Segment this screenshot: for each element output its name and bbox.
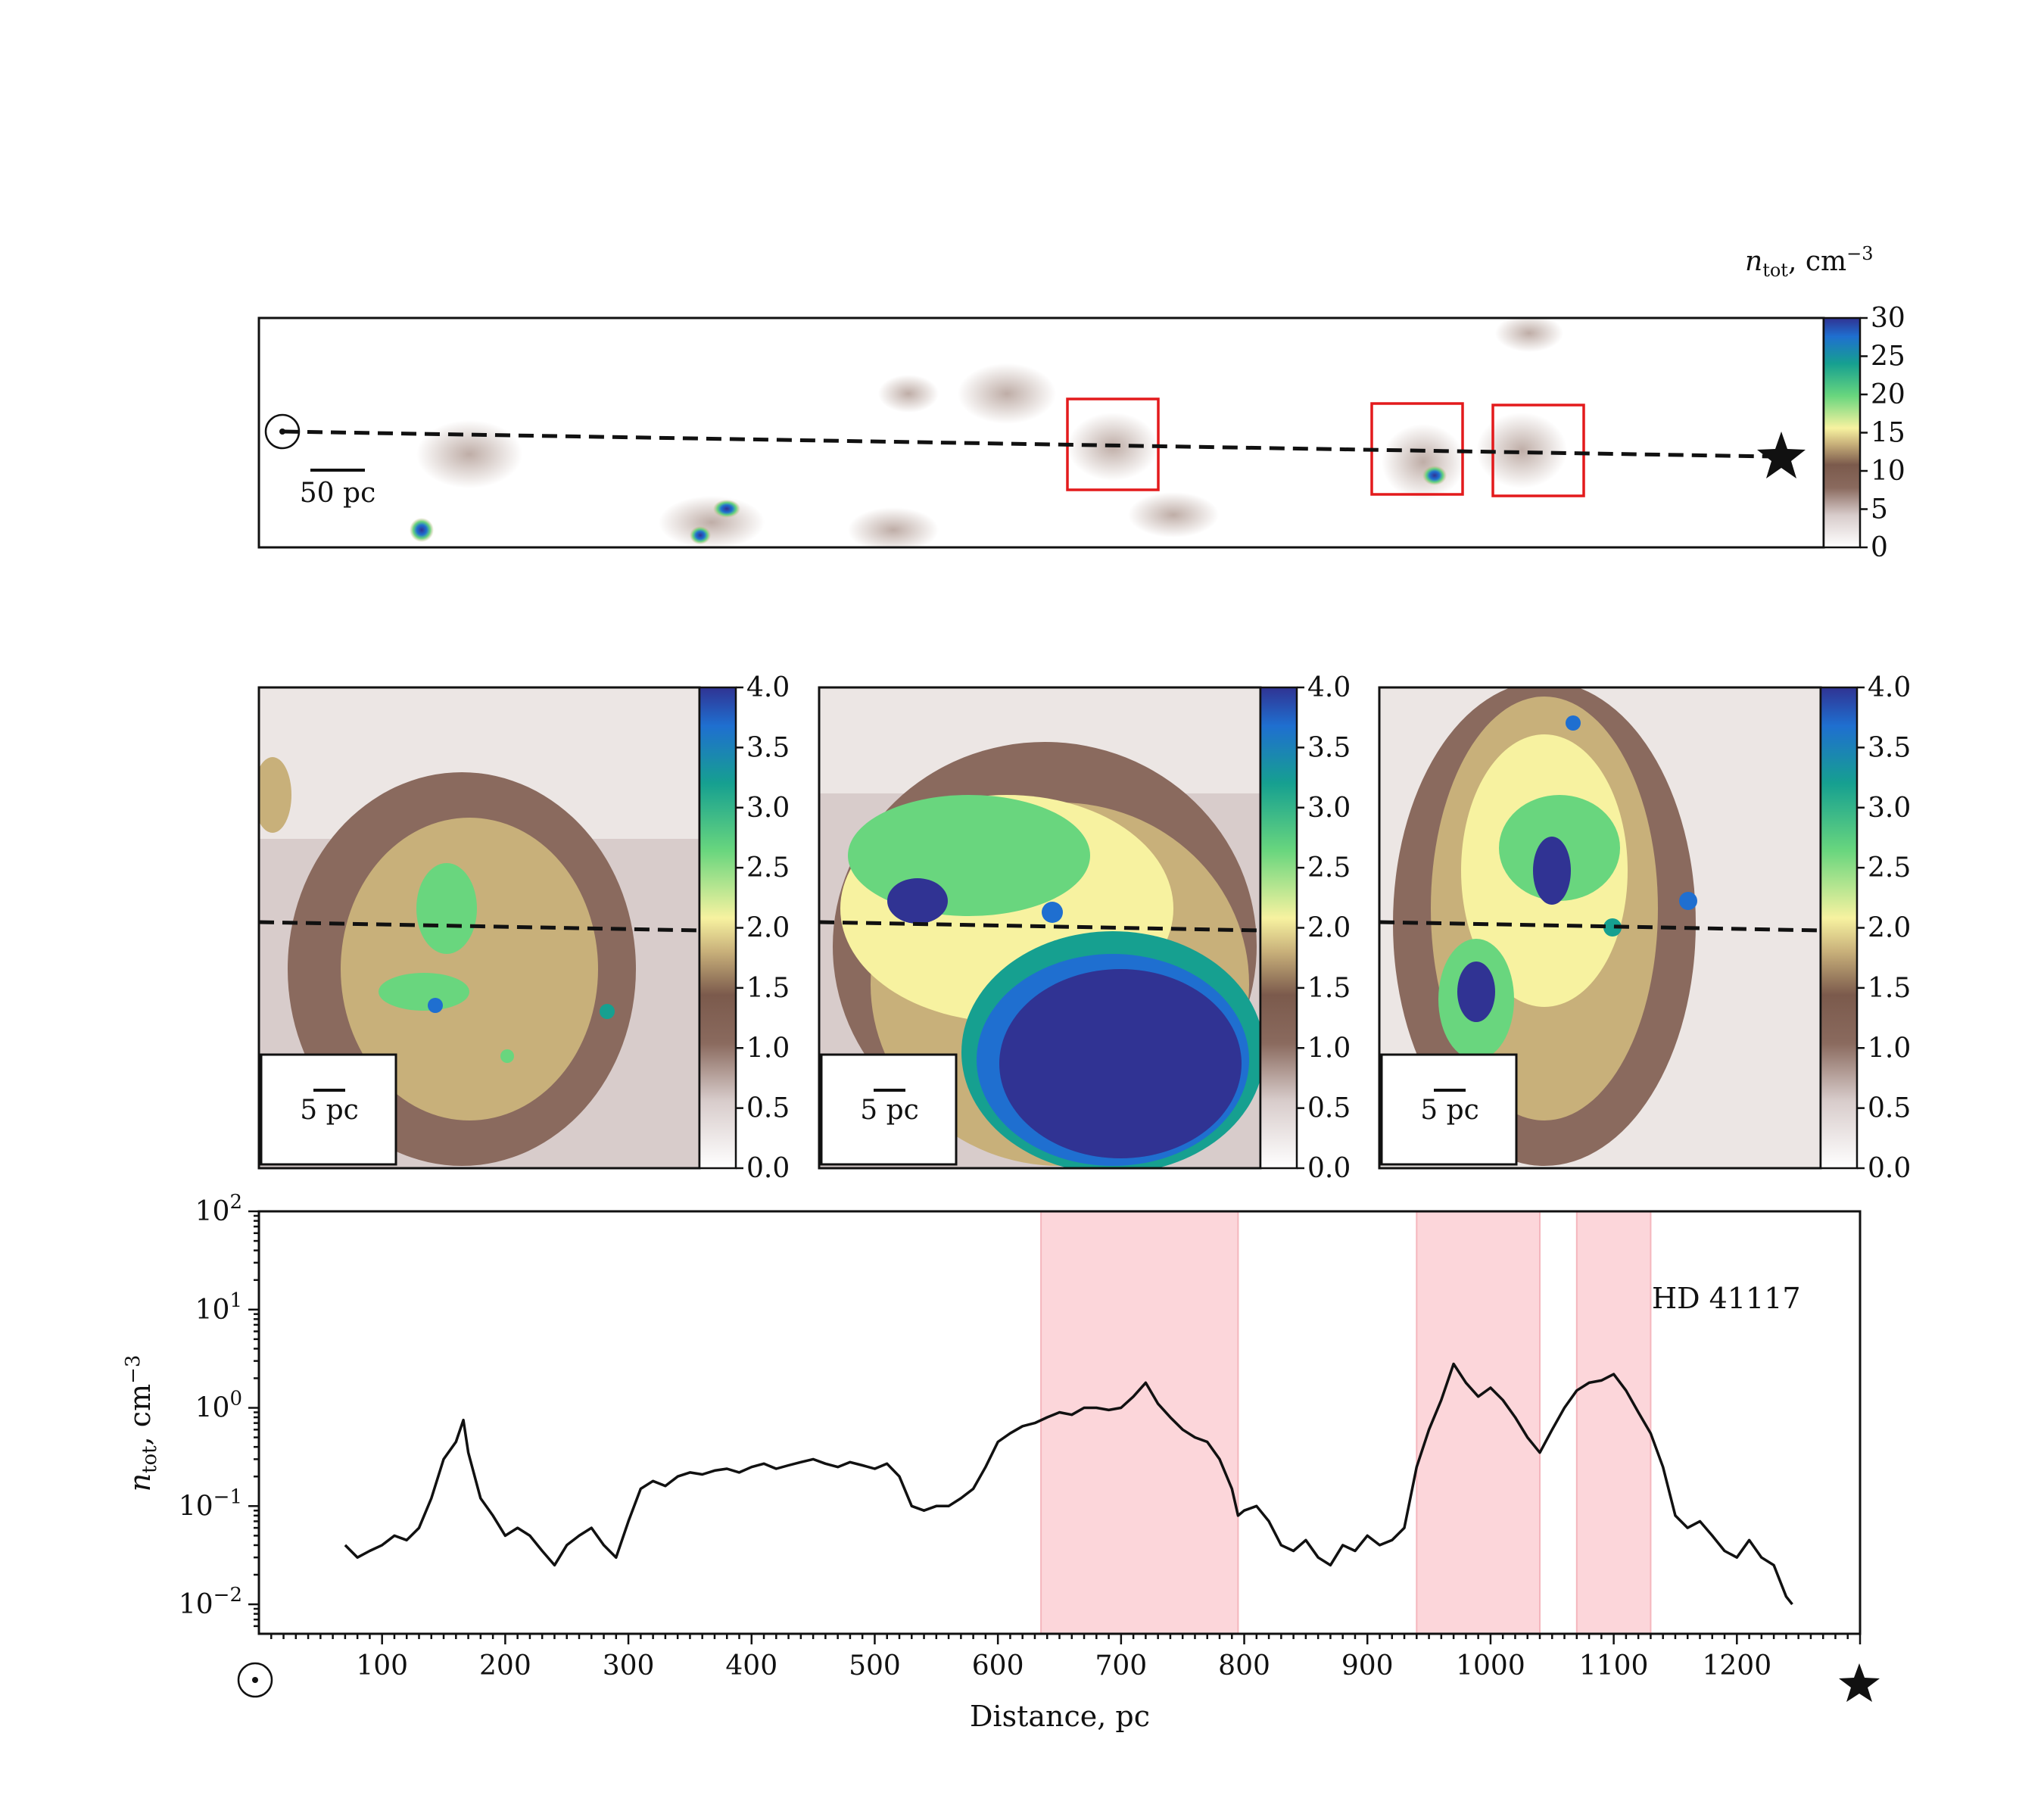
x-tick-label: 1100 — [1579, 1650, 1649, 1681]
x-axis-ticks: 100 200 300 400 500 600 700 800 900 1000 1100 1200 — [270, 1634, 1862, 1681]
zoom-colorbar-tick-label: 2.0 — [1307, 913, 1351, 944]
zoom1-scalebar-label: 5 pc — [300, 1095, 359, 1126]
zoom-colorbar-tick-label: 2.0 — [1868, 913, 1911, 944]
sightline — [283, 429, 1772, 459]
zoom-colorbar-tick-label: 2.5 — [1868, 852, 1911, 884]
zoom-panel-1: 5 pc 0.0 0.5 1.0 1.5 2.0 2.5 3.0 3.5 4.0 — [257, 672, 790, 1184]
overview-density-map — [410, 318, 1824, 547]
zoom-panel-2: 5 pc 0.0 0.5 1.0 1.5 2.0 2.5 3.0 3.5 4.0 — [818, 672, 1351, 1184]
y-tick-label: 10−1 — [179, 1485, 242, 1522]
x-tick-label: 600 — [972, 1650, 1024, 1681]
y-tick-label: 101 — [195, 1289, 242, 1326]
overview-colorbar-tick-label: 25 — [1871, 341, 1905, 372]
zoom-colorbar-tick-label: 1.5 — [746, 973, 790, 1004]
zoom-panel-3: 5 pc 0.0 0.5 1.0 1.5 2.0 2.5 3.0 3.5 4.0 — [1378, 672, 1911, 1184]
overview-scalebar: 50 pc — [300, 469, 375, 509]
zoom-colorbar-tick-label: 1.0 — [746, 1033, 790, 1064]
star-axis-icon — [1839, 1663, 1880, 1702]
zoom-colorbar-tick-label: 1.5 — [1307, 973, 1351, 1004]
overview-colorbar-tick-label: 5 — [1871, 494, 1888, 525]
x-tick-label: 1200 — [1702, 1650, 1771, 1681]
star-label: HD 41117 — [1652, 1282, 1801, 1315]
x-tick-label: 500 — [849, 1650, 901, 1681]
zoom-colorbar-tick-label: 3.5 — [1307, 732, 1351, 763]
x-tick-label: 700 — [1095, 1650, 1147, 1681]
zoom-colorbar-tick-label: 3.0 — [1307, 793, 1351, 824]
zoom1-colorbar — [698, 686, 737, 1170]
x-tick-label: 800 — [1218, 1650, 1270, 1681]
colorbar-title: ntot, cm−3 — [1745, 243, 1874, 281]
zoom-colorbar-tick-label: 3.5 — [1868, 732, 1911, 763]
zoom-colorbar-tick-label: 1.0 — [1307, 1033, 1351, 1064]
zoom-colorbar-tick-label: 0.5 — [1868, 1093, 1911, 1124]
y-axis-ticks: 102 101 100 10−1 10−2 — [179, 1191, 259, 1628]
highlight-region — [1416, 1211, 1541, 1634]
zoom-colorbar-tick-label: 3.5 — [746, 732, 790, 763]
x-tick-label: 300 — [603, 1650, 655, 1681]
x-tick-label: 900 — [1341, 1650, 1394, 1681]
sun-symbol-icon — [264, 413, 301, 450]
x-tick-label: 1000 — [1456, 1650, 1525, 1681]
zoom-colorbar-tick-label: 4.0 — [746, 672, 790, 703]
overview-scalebar-label: 50 pc — [300, 478, 375, 509]
highlight-regions — [1040, 1211, 1652, 1634]
star-icon — [1757, 432, 1806, 478]
zoom-colorbar-tick-label: 0.5 — [746, 1093, 790, 1124]
profile-chart: 100 200 300 400 500 600 700 800 900 1000 1100 1200 … — [122, 1191, 1880, 1733]
zoom-colorbar-tick-label: 4.0 — [1307, 672, 1351, 703]
zoom-colorbar-tick-label: 0.0 — [746, 1153, 790, 1184]
highlight-region — [1040, 1211, 1239, 1634]
highlight-region — [1575, 1211, 1652, 1634]
zoom-colorbar-tick-label: 2.5 — [746, 852, 790, 884]
zoom2-colorbar — [1259, 686, 1298, 1170]
overview-colorbar-tick-label: 20 — [1871, 379, 1905, 410]
x-axis-label: Distance, pc — [970, 1700, 1150, 1733]
zoom-colorbar-tick-label: 3.0 — [1868, 793, 1911, 824]
x-tick-label: 100 — [356, 1650, 408, 1681]
sun-axis-icon — [237, 1662, 273, 1698]
x-tick-label: 400 — [725, 1650, 777, 1681]
overview-colorbar: 0 5 10 15 20 25 30 — [1822, 303, 1905, 563]
overview-colorbar-tick-label: 0 — [1871, 532, 1888, 563]
overview-colorbar-tick-label: 30 — [1871, 303, 1905, 334]
zoom-colorbar-tick-label: 1.0 — [1868, 1033, 1911, 1064]
overview-colorbar-tick-label: 10 — [1871, 456, 1905, 487]
zoom-colorbar-tick-label: 0.5 — [1307, 1093, 1351, 1124]
zoom3-scalebar-label: 5 pc — [1420, 1095, 1479, 1126]
y-tick-label: 10−2 — [179, 1584, 242, 1620]
y-tick-label: 100 — [195, 1388, 242, 1424]
zoom-colorbar-tick-label: 0.0 — [1868, 1153, 1911, 1184]
overview-panel: 50 pc 0 5 10 15 20 25 30 ntot, cm−3 — [257, 243, 1905, 563]
zoom-colorbar-tick-label: 2.0 — [746, 913, 790, 944]
zoom-colorbar-tick-label: 0.0 — [1307, 1153, 1351, 1184]
zoom-colorbar-tick-label: 3.0 — [746, 793, 790, 824]
y-tick-label: 102 — [195, 1191, 242, 1227]
zoom-colorbar-tick-label: 4.0 — [1868, 672, 1911, 703]
x-tick-label: 200 — [479, 1650, 531, 1681]
zoom-colorbar-tick-label: 1.5 — [1868, 973, 1911, 1004]
overview-colorbar-tick-label: 15 — [1871, 418, 1905, 449]
y-axis-label: ntot, cm−3 — [122, 1355, 161, 1492]
zoom2-scalebar-label: 5 pc — [860, 1095, 919, 1126]
zoom3-colorbar — [1819, 686, 1859, 1170]
density-profile-line — [344, 1362, 1793, 1606]
zoom-colorbar-tick-label: 2.5 — [1307, 852, 1351, 884]
